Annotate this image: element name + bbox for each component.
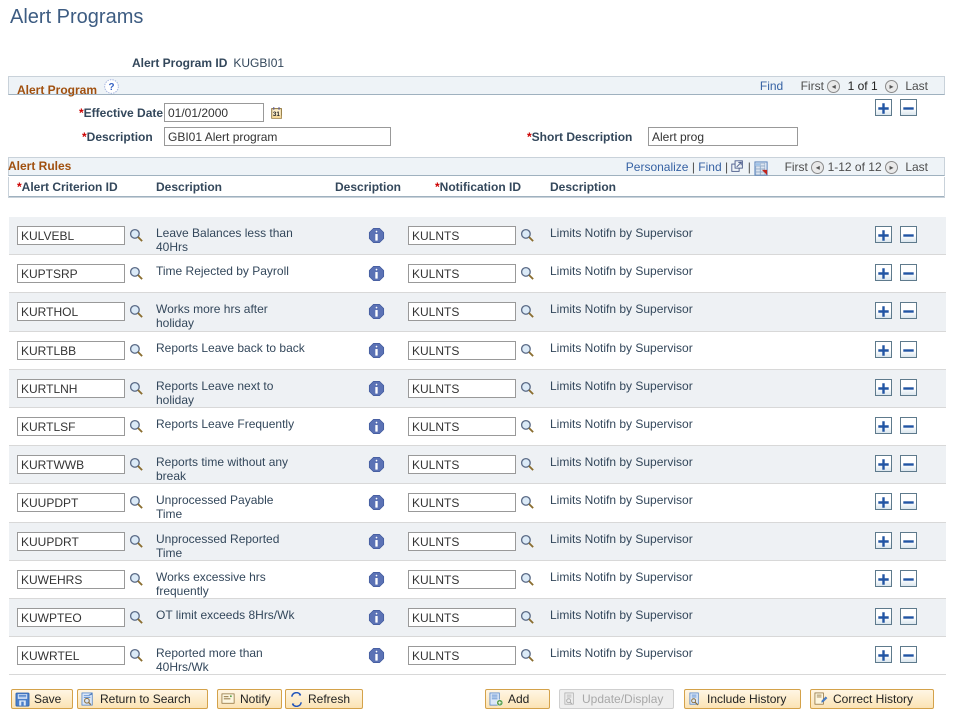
svg-text:31: 31 — [273, 111, 281, 118]
svg-text:?: ? — [109, 82, 115, 93]
